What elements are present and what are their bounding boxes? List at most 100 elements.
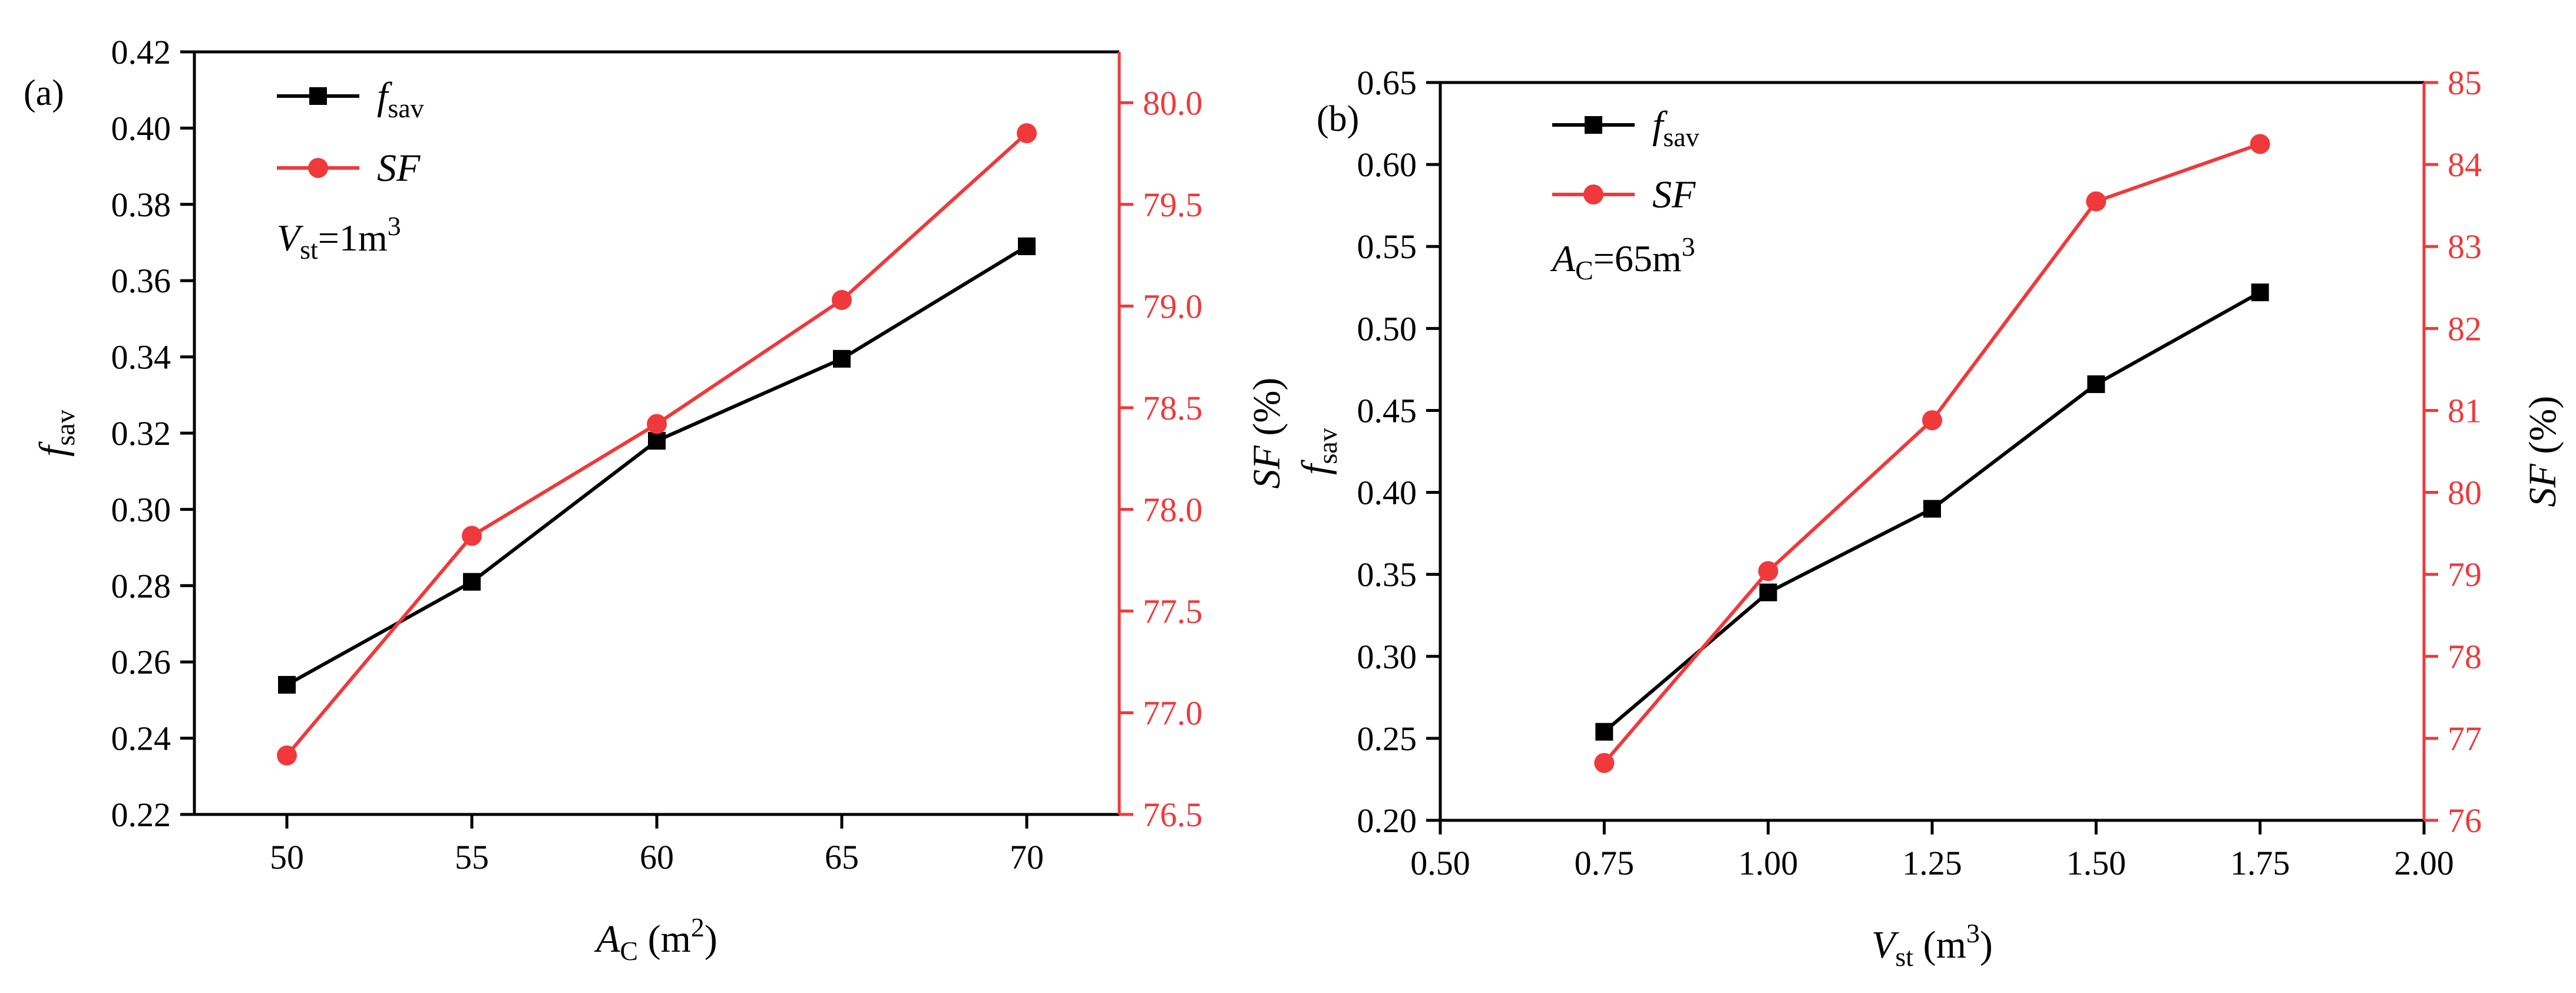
right-y-tick-label: 79	[2448, 556, 2482, 594]
right-y-tick-label: 84	[2448, 146, 2482, 184]
legend-label: SF	[1652, 173, 1696, 216]
x-tick-label: 65	[825, 838, 859, 876]
left-y-label-sub: sav	[50, 410, 80, 446]
left-y-tick-label: 0.55	[1357, 227, 1417, 266]
data-point-sf	[832, 289, 852, 310]
x-label-sub: st	[1895, 942, 1913, 972]
x-tick-label: 1.00	[1738, 844, 1798, 882]
right-y-tick-label: 76.5	[1143, 796, 1203, 834]
data-point-sf	[1017, 123, 1037, 144]
data-point-sf	[647, 414, 667, 434]
legend-label: fsav	[377, 75, 424, 123]
left-y-label-sub: sav	[1312, 428, 1342, 464]
legend-label-main: SF	[377, 147, 421, 190]
right-y-tick-label: 78.5	[1143, 389, 1203, 427]
data-point-sf	[462, 526, 482, 546]
right-y-tick-label: 79.5	[1143, 186, 1203, 224]
left-y-tick-label: 0.32	[111, 414, 171, 453]
data-point-sf	[1922, 410, 1942, 431]
legend-marker-circle	[308, 158, 328, 178]
left-y-tick-label: 0.65	[1357, 64, 1417, 102]
left-y-axis-label: fsav	[32, 410, 80, 457]
right-y-label-unit: (%)	[2521, 396, 2564, 464]
x-label-sup: 2	[691, 912, 705, 942]
left-y-tick-label: 0.60	[1357, 146, 1417, 184]
left-y-tick-label: 0.25	[1357, 720, 1417, 758]
right-y-axis-label: SF (%)	[2521, 396, 2564, 507]
left-y-tick-label: 0.20	[1357, 801, 1417, 840]
x-tick-label: 55	[455, 838, 489, 876]
left-y-axis-label: fsav	[1294, 428, 1342, 475]
x-tick-label: 2.00	[2394, 844, 2454, 882]
legend-label: SF	[377, 147, 421, 190]
x-axis-label: AC (m2)	[594, 912, 717, 966]
legend-label: fsav	[1652, 104, 1699, 152]
data-point-fsav	[278, 676, 296, 694]
annotation-rest: =65m	[1593, 237, 1682, 279]
left-y-tick-label: 0.30	[111, 490, 171, 529]
data-point-sf	[2086, 191, 2107, 212]
annotation-main: V	[277, 217, 304, 259]
legend-label-sub: sav	[1663, 122, 1699, 152]
right-y-tick-label: 77.5	[1143, 592, 1203, 631]
right-y-tick-label: 79.0	[1143, 287, 1203, 325]
legend-marker-square	[1585, 116, 1602, 134]
series-line-fsav	[286, 245, 1028, 687]
left-y-tick-label: 0.40	[1357, 474, 1417, 512]
panel-label: (a)	[24, 73, 64, 113]
legend-marker-circle	[1583, 184, 1603, 204]
left-y-tick-label: 0.34	[111, 338, 171, 377]
left-y-tick-label: 0.50	[1357, 309, 1417, 348]
left-y-tick-label: 0.38	[111, 186, 171, 224]
data-point-fsav	[463, 573, 481, 591]
right-y-tick-label: 85	[2448, 64, 2482, 102]
right-y-tick-label: 78.0	[1143, 490, 1203, 529]
x-label-end: )	[1980, 923, 1993, 966]
right-y-tick-label: 82	[2448, 309, 2482, 348]
data-point-fsav	[2251, 283, 2269, 302]
data-point-fsav	[648, 431, 666, 450]
right-y-tick-label: 83	[2448, 227, 2482, 266]
right-y-tick-label: 78	[2448, 638, 2482, 676]
right-y-axis-label: SF (%)	[1245, 378, 1288, 489]
left-y-tick-label: 0.30	[1357, 638, 1417, 676]
annotation-main: A	[1550, 237, 1576, 279]
x-axis-label: Vst (m3)	[1871, 918, 1993, 972]
x-label-unit: (m	[638, 918, 691, 961]
x-tick-label: 1.75	[2230, 844, 2290, 882]
right-y-tick-label: 80	[2448, 474, 2482, 512]
legend-label-sub: sav	[388, 93, 424, 123]
x-tick-label: 0.75	[1575, 844, 1635, 882]
annotation-sub: C	[1575, 255, 1593, 285]
x-label-main: V	[1871, 923, 1899, 966]
legend-label-main: SF	[1652, 173, 1696, 216]
data-point-sf	[2250, 134, 2270, 154]
annotation-rest: =1m	[318, 217, 388, 259]
left-y-tick-label: 0.45	[1357, 391, 1417, 430]
chart-panel-b: 0.50 0.75 1.00 1.25 1.50 1.75 2.00 0.20 0.25 0.30…	[1294, 64, 2564, 972]
annotation-sub: st	[300, 235, 318, 265]
x-label-main: A	[594, 918, 620, 961]
right-y-label-unit: (%)	[1245, 378, 1288, 446]
x-label-unit: (m	[1913, 923, 1966, 966]
right-y-label-main: SF	[2521, 463, 2564, 507]
data-point-fsav	[1759, 583, 1777, 602]
x-tick-label: 70	[1010, 838, 1044, 876]
x-tick-label: 60	[640, 838, 674, 876]
data-point-fsav	[2087, 375, 2105, 393]
left-y-tick-label: 0.24	[111, 720, 171, 758]
chart-panel-a: 50 55 60 65 70 0.22 0.24 0.26 0.28 0.30 0.32 0.34 0.…	[24, 33, 1288, 966]
left-y-tick-label: 0.35	[1357, 556, 1417, 594]
right-y-label-main: SF	[1245, 445, 1288, 489]
right-y-tick-label: 80.0	[1143, 84, 1203, 122]
condition-annotation: Vst=1m3	[277, 211, 401, 265]
data-point-sf	[1758, 561, 1778, 582]
left-y-tick-label: 0.42	[111, 33, 171, 71]
data-point-fsav	[1923, 500, 1941, 518]
left-y-tick-label: 0.26	[111, 643, 171, 681]
right-y-tick-label: 77.0	[1143, 694, 1203, 732]
right-y-tick-label: 76	[2448, 801, 2482, 840]
series-line-sf	[1603, 142, 2261, 764]
data-point-fsav	[833, 349, 851, 368]
right-y-tick-label: 81	[2448, 391, 2482, 430]
